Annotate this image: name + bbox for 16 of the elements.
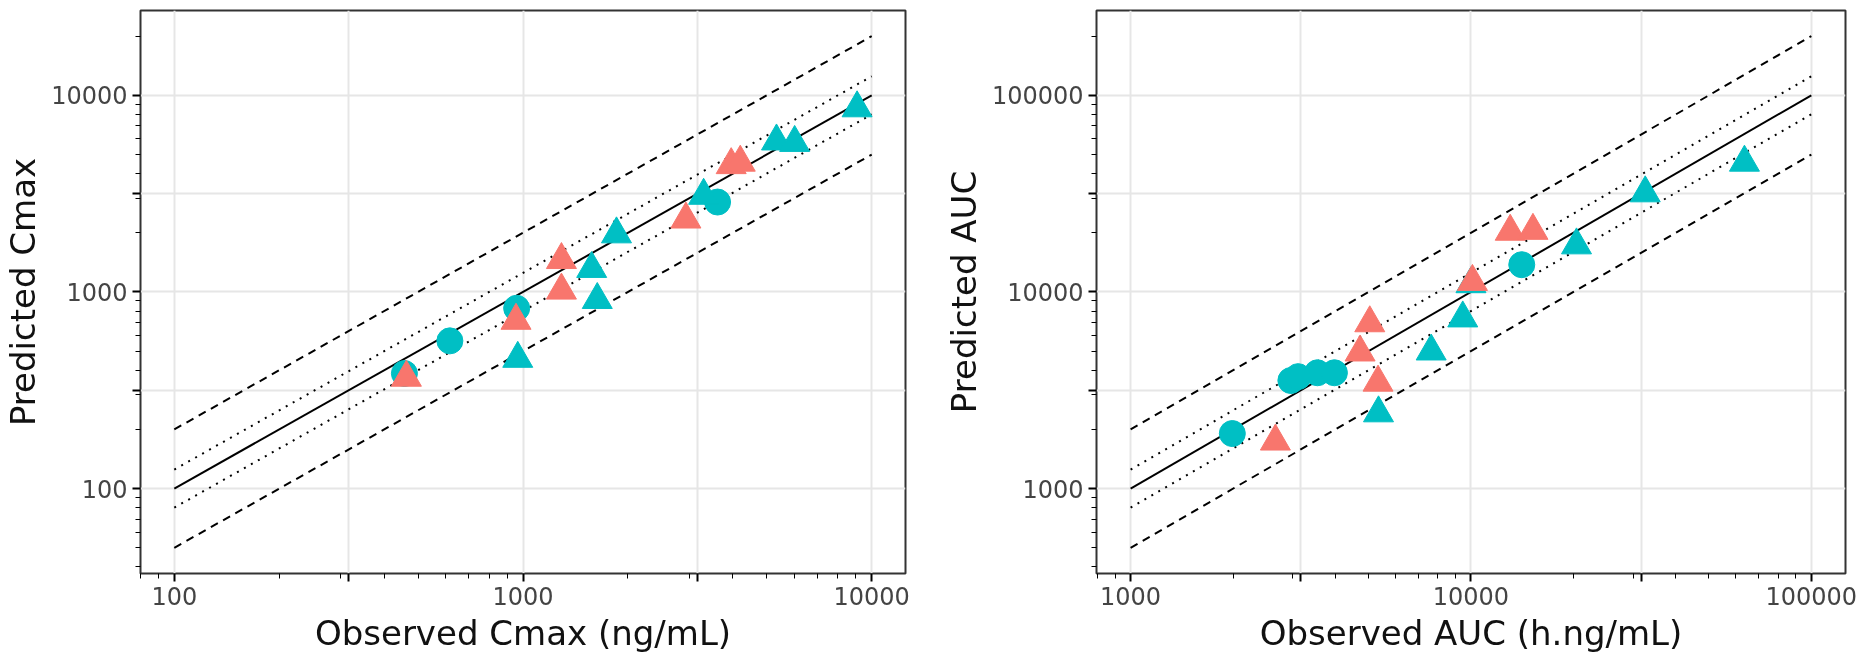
y-axis-title: Predicted AUC — [943, 170, 984, 414]
x-tick-label: 10000 — [1432, 582, 1510, 611]
y-tick-label: 10000 — [51, 82, 128, 111]
y-tick-label: 100000 — [991, 82, 1084, 111]
x-tick-label: 1000 — [1100, 582, 1162, 611]
y-tick-label: 100 — [81, 475, 128, 504]
y-tick-label: 10000 — [1007, 278, 1084, 307]
x-axis-title: Observed AUC (h.ng/mL) — [1259, 612, 1683, 653]
x-axis-title: Observed Cmax (ng/mL) — [314, 612, 732, 653]
x-tick-label: 10000 — [833, 582, 910, 611]
x-tick-label: 100000 — [1765, 582, 1858, 611]
x-tick-label: 1000 — [492, 582, 554, 611]
x-tick-label: 100 — [151, 582, 198, 611]
y-tick-label: 1000 — [1022, 475, 1084, 504]
y-axis-title: Predicted Cmax — [3, 157, 44, 427]
y-tick-label: 1000 — [66, 278, 128, 307]
